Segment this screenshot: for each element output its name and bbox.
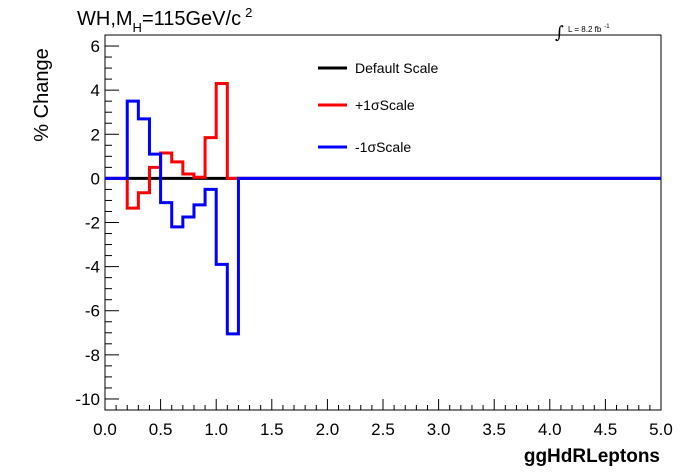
- x-tick-label: 5.0: [649, 420, 673, 439]
- x-tick-label: 3.0: [427, 420, 451, 439]
- x-axis-label: ggHdRLeptons: [524, 446, 660, 467]
- x-tick-label: 2.5: [371, 420, 395, 439]
- x-tick-label: 0.5: [149, 420, 173, 439]
- y-tick-label: -4: [85, 258, 100, 277]
- y-tick-label: 2: [91, 125, 100, 144]
- y-tick-label: -8: [85, 346, 100, 365]
- integral-symbol: ∫: [555, 23, 564, 43]
- y-tick-label: 4: [91, 81, 100, 100]
- x-tick-label: 2.0: [316, 420, 340, 439]
- x-tick-label: 3.5: [482, 420, 506, 439]
- y-tick-label: -2: [85, 214, 100, 233]
- y-tick-label: 6: [91, 37, 100, 56]
- chart-title: WH,MH=115GeV/c 2: [77, 5, 252, 35]
- series-plus-1sigma-line: [105, 82, 661, 210]
- y-tick-label: -10: [75, 390, 100, 409]
- x-tick-label: 4.5: [594, 420, 618, 439]
- legend-label: +1σScale: [355, 97, 415, 113]
- x-tick-label: 1.0: [204, 420, 228, 439]
- series-minus-1sigma-line: [105, 99, 661, 336]
- legend-label: -1σScale: [355, 139, 411, 155]
- x-tick-label: 0.0: [93, 420, 117, 439]
- y-axis-label: % Change: [31, 48, 53, 141]
- y-tick-label: -6: [85, 302, 100, 321]
- plot-frame: [104, 34, 662, 411]
- luminosity-label: L = 8.2 fb -1: [568, 24, 610, 34]
- x-tick-label: 1.5: [260, 420, 284, 439]
- y-tick-label: 0: [91, 169, 100, 188]
- x-tick-label: 4.0: [538, 420, 562, 439]
- legend-label: Default Scale: [355, 60, 438, 76]
